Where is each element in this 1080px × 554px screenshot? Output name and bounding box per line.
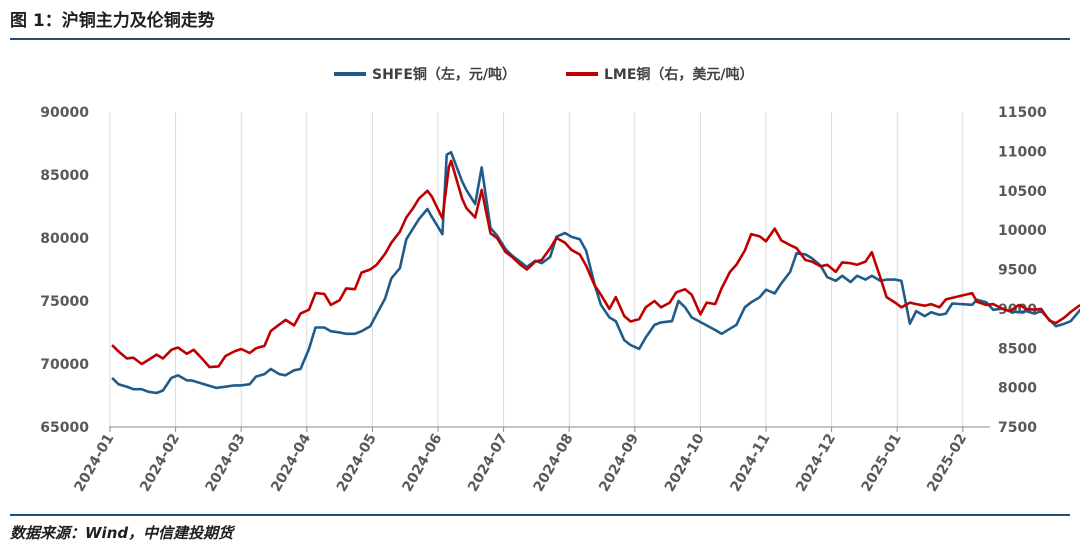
y-right-tick-label: 9000 (998, 302, 1037, 318)
x-tick-label: 2024-03 (203, 431, 249, 495)
legend: SHFE铜（左，元/吨） LME铜（右，美元/吨） (334, 66, 754, 83)
x-tick-label: 2024-04 (268, 431, 314, 495)
lme-series-line (111, 159, 1080, 369)
x-tick-label: 2024-06 (399, 431, 445, 495)
x-tick-label: 2024-11 (727, 431, 773, 495)
y-right-tick-label: 11500 (998, 105, 1047, 121)
shfe-series-line (111, 151, 1080, 395)
y-left-tick-label: 65000 (40, 420, 89, 436)
y-right-tick-label: 10500 (998, 184, 1047, 200)
x-tick-label: 2024-09 (596, 431, 642, 495)
x-tick-label: 2024-01 (71, 431, 117, 495)
legend-label-shfe: SHFE铜（左，元/吨） (372, 66, 516, 83)
y-right-tick-label: 9500 (998, 263, 1037, 279)
grid-lines (109, 112, 964, 427)
plot-area (111, 151, 1080, 395)
source-note: 数据来源：Wind，中信建投期货 (10, 524, 234, 542)
y-right-tick-label: 8500 (998, 341, 1037, 357)
x-tick-label: 2024-10 (662, 431, 708, 495)
legend-label-lme: LME铜（右，美元/吨） (604, 66, 754, 83)
y-right-tick-label: 10000 (998, 223, 1047, 239)
y-right-tick-label: 8000 (998, 381, 1037, 397)
y-left-tick-label: 80000 (40, 231, 89, 247)
y-left-tick-label: 90000 (40, 105, 89, 121)
x-tick-label: 2024-05 (334, 431, 380, 495)
x-tick-label: 2024-08 (531, 431, 577, 495)
figure-title: 图 1：沪铜主力及伦铜走势 (10, 11, 215, 31)
y-left-tick-label: 75000 (40, 294, 89, 310)
axes: 2024-01 2024-02 2024-03 2024-04 2024-05 2024-… (40, 105, 1047, 495)
y-left-tick-label: 70000 (40, 357, 89, 373)
y-right-tick-label: 7500 (998, 420, 1037, 436)
y-right-tick-label: 11000 (998, 144, 1047, 160)
bottom-rule (10, 514, 1070, 516)
x-tick-label: 2024-12 (793, 431, 839, 495)
x-tick-label: 2025-02 (924, 431, 970, 495)
top-rule (10, 38, 1070, 40)
x-tick-label: 2024-07 (465, 431, 511, 495)
x-tick-label: 2025-01 (859, 431, 905, 495)
x-tick-label: 2024-02 (137, 431, 183, 495)
y-left-tick-label: 85000 (40, 168, 89, 184)
